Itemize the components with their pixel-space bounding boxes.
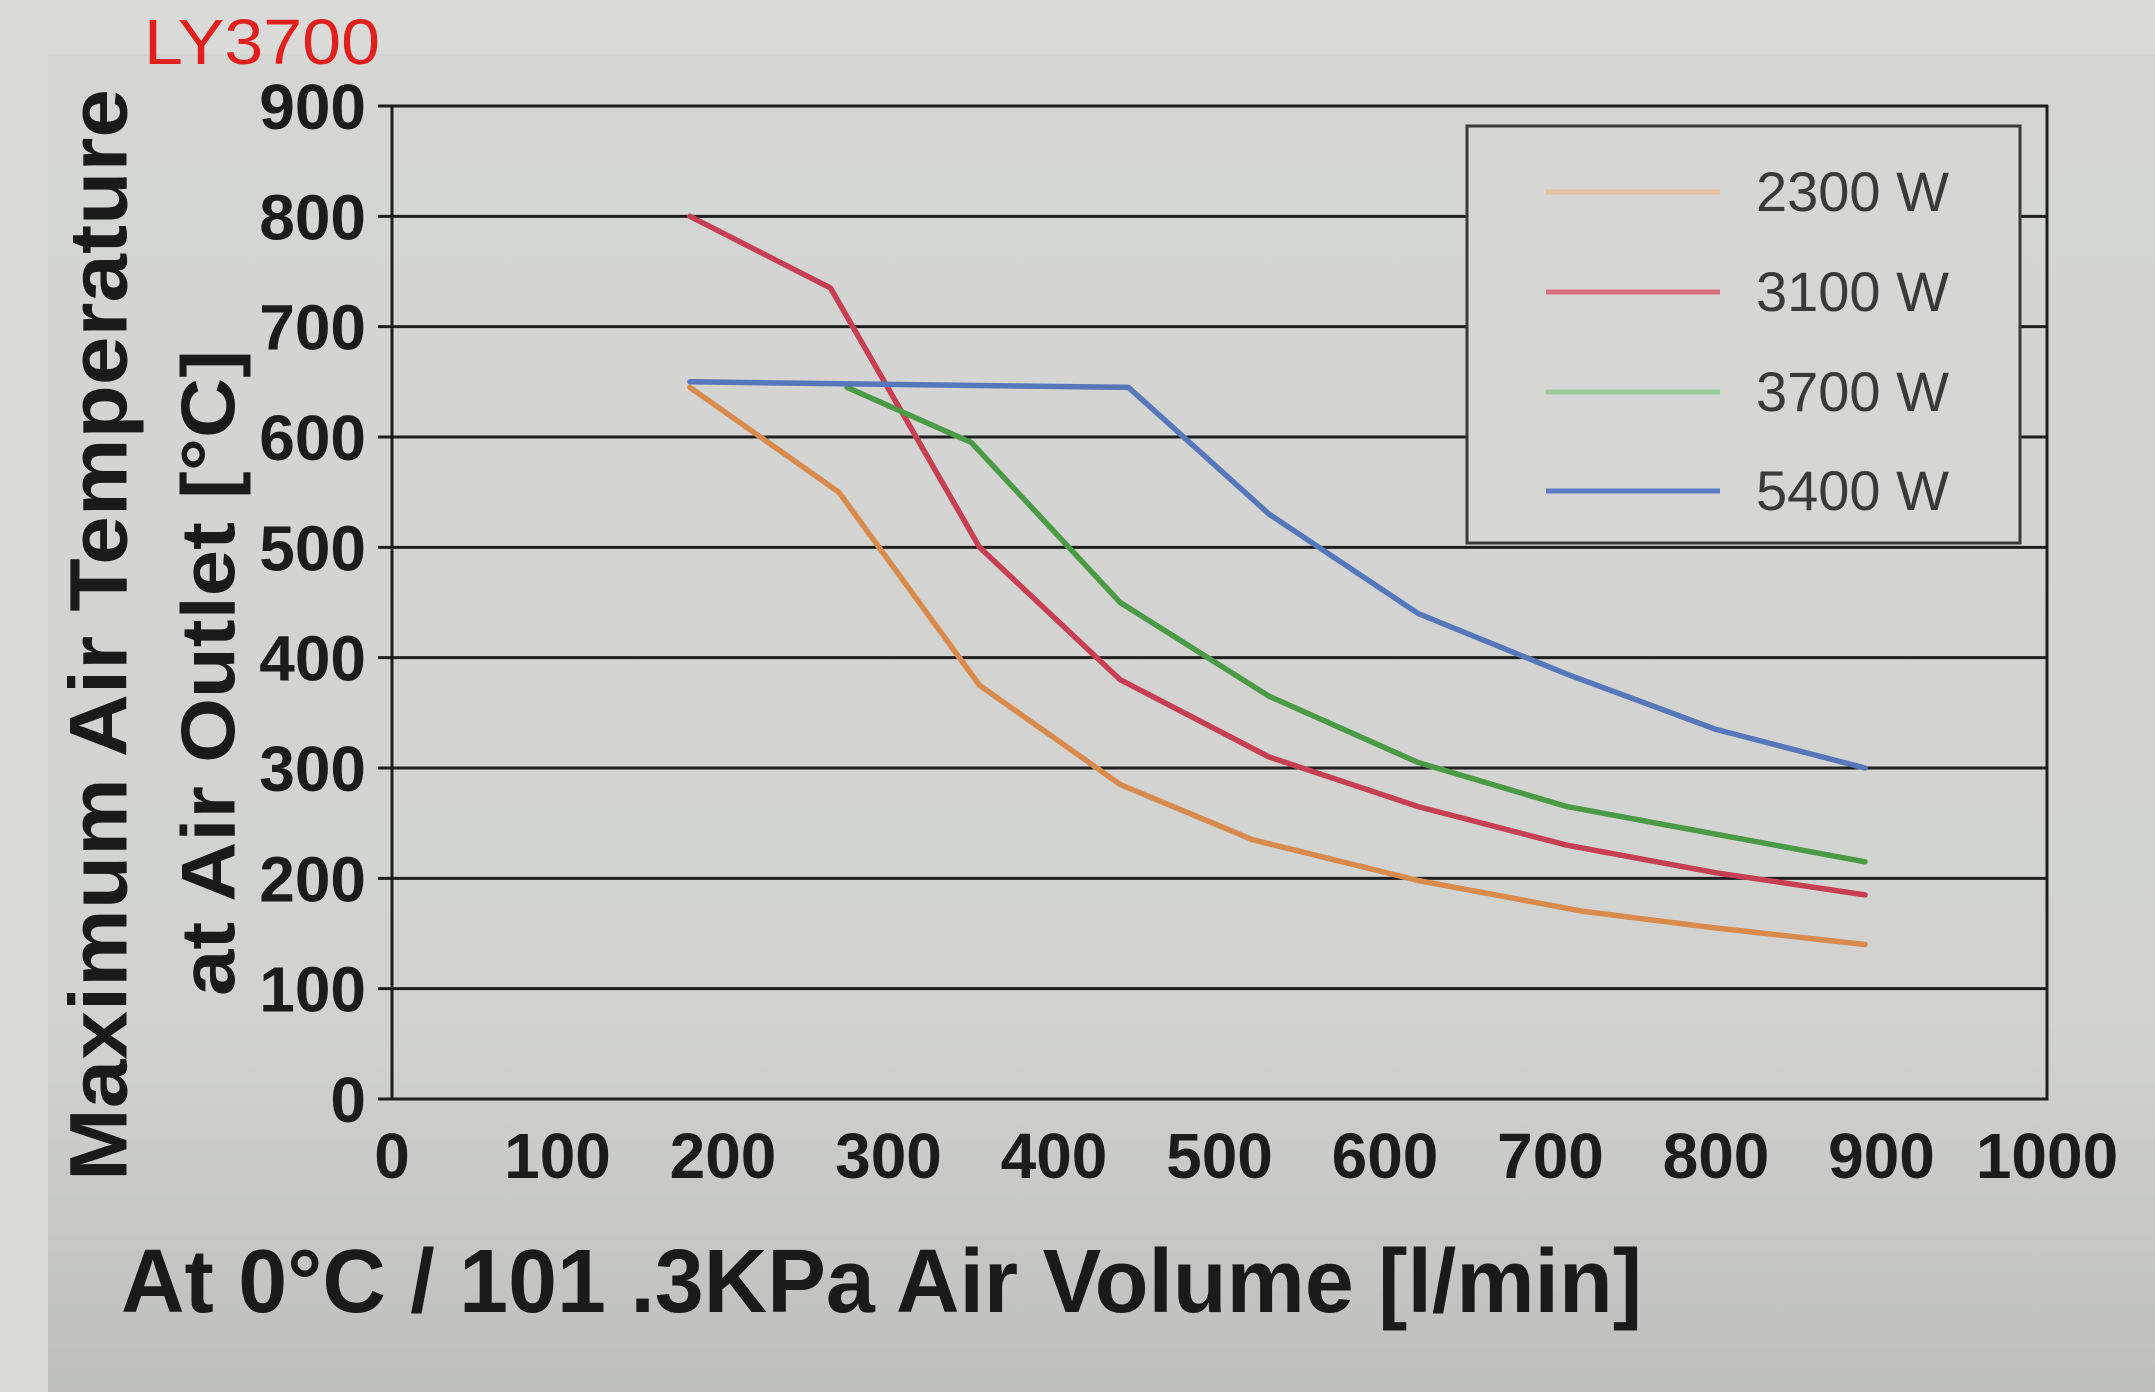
legend-label-3700w: 3700 W [1756,360,1949,423]
legend-label-5400w: 5400 W [1756,459,1949,522]
y-tick-label-700: 700 [259,292,366,364]
y-axis-label-line-2: at Air Outlet [°C] [167,350,252,996]
x-tick-label-500: 500 [1166,1120,1273,1192]
y-tick-label-300: 300 [259,733,366,805]
legend: 2300 W 3100 W 3700 W 5400 W [1465,124,2022,545]
plot-frame [390,104,2049,1101]
y-tick-labels: 0 100 200 300 400 500 600 700 800 900 [259,71,366,1136]
y-tick-label-400: 400 [259,623,366,695]
y-tick-label-500: 500 [259,512,366,584]
x-tick-labels: 0 100 200 300 400 500 600 700 800 900 1000 [374,1120,2118,1192]
x-tick-label-300: 300 [835,1120,942,1192]
x-tick-label-600: 600 [1332,1120,1439,1192]
x-tick-label-200: 200 [670,1120,777,1192]
series-line-2300w [687,384,1868,948]
y-tick-label-800: 800 [259,181,366,253]
x-tick-label-900: 900 [1828,1120,1935,1192]
legend-box [1465,124,2022,545]
y-tick-label-200: 200 [259,843,366,915]
x-tick-label-800: 800 [1663,1120,1770,1192]
x-tick-label-1000: 1000 [1976,1120,2118,1192]
y-axis-label-line-1: Maximum Air Temperature [54,89,145,1181]
model-tag: LY3700 [144,6,380,78]
y-tick-label-900: 900 [259,71,366,143]
x-tick-label-0: 0 [374,1120,410,1192]
series-line-5400w [687,379,1868,771]
legend-label-3100w: 3100 W [1756,260,1949,323]
x-axis-label: At 0°C / 101 .3KPa Air Volume [l/min] [121,1232,1642,1332]
x-tick-label-100: 100 [504,1120,611,1192]
y-tick-label-0: 0 [330,1064,366,1136]
series-line-3700w [844,384,1868,865]
y-tick-label-600: 600 [259,402,366,474]
x-tick-label-700: 700 [1497,1120,1604,1192]
y-tick-label-100: 100 [259,954,366,1026]
x-tick-label-400: 400 [1001,1120,1108,1192]
series-lines [687,213,1868,948]
series-line-3100w [687,213,1868,898]
legend-label-2300w: 2300 W [1756,160,1949,223]
